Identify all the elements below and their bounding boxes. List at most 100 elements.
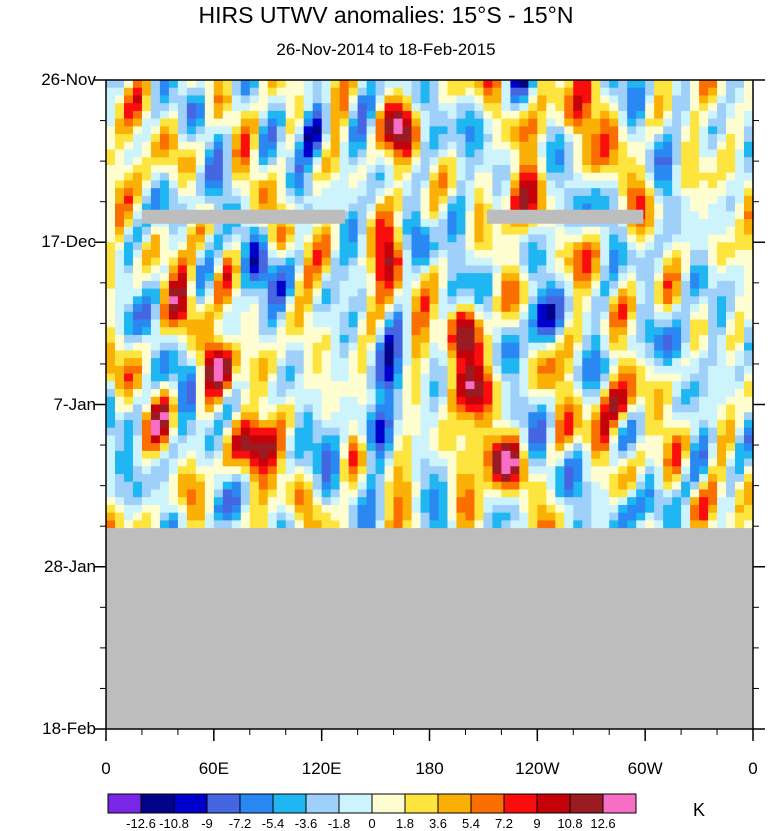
field-cell xyxy=(366,126,377,135)
field-cell xyxy=(690,249,700,259)
field-cell xyxy=(150,288,161,297)
field-cell xyxy=(573,350,583,359)
field-cell xyxy=(744,211,754,220)
field-cell xyxy=(267,520,278,529)
field-cell xyxy=(357,497,368,506)
field-cell xyxy=(591,141,601,151)
field-cell xyxy=(681,95,691,104)
field-cell xyxy=(744,466,754,475)
field-cell xyxy=(267,172,278,182)
field-cell xyxy=(357,118,368,127)
field-cell xyxy=(159,288,170,297)
field-cell xyxy=(312,273,323,282)
field-cell xyxy=(672,512,682,521)
field-cell xyxy=(591,450,601,460)
field-cell xyxy=(465,280,476,290)
field-cell xyxy=(276,373,287,382)
field-cell xyxy=(393,358,404,367)
field-cell xyxy=(537,95,547,104)
field-cell xyxy=(195,474,206,483)
field-cell xyxy=(321,396,332,406)
field-cell xyxy=(312,412,323,421)
field-cell xyxy=(699,296,709,305)
field-cell xyxy=(708,164,718,174)
field-cell xyxy=(411,242,422,251)
field-cell xyxy=(366,280,377,290)
field-cell xyxy=(195,389,206,398)
field-cell xyxy=(591,319,601,328)
field-cell xyxy=(699,327,709,336)
field-cell xyxy=(519,157,529,166)
field-cell xyxy=(186,265,197,274)
x-tick-label: 180 xyxy=(415,759,444,778)
field-cell xyxy=(276,466,287,475)
field-cell xyxy=(645,435,655,444)
field-cell xyxy=(330,249,341,259)
field-cell xyxy=(573,450,583,460)
field-cell xyxy=(123,87,134,97)
field-cell xyxy=(285,396,296,406)
field-cell xyxy=(114,435,125,444)
field-cell xyxy=(618,419,628,429)
field-cell xyxy=(357,304,368,313)
field-cell xyxy=(438,365,449,375)
field-cell xyxy=(510,404,520,413)
field-cell xyxy=(645,504,655,514)
field-cell xyxy=(213,497,224,506)
field-cell xyxy=(213,203,224,212)
field-cell xyxy=(231,311,242,321)
field-cell xyxy=(618,474,628,483)
field-cell xyxy=(681,180,691,189)
field-cell xyxy=(303,365,314,375)
field-cell xyxy=(159,103,170,112)
field-cell xyxy=(654,342,664,352)
field-cell xyxy=(582,450,592,460)
field-cell xyxy=(690,211,700,220)
field-cell xyxy=(627,157,637,166)
field-cell xyxy=(690,134,700,143)
field-cell xyxy=(330,265,341,274)
missing-data-strip xyxy=(487,209,644,224)
field-cell xyxy=(294,474,305,483)
field-cell xyxy=(258,466,269,475)
field-cell xyxy=(690,149,700,158)
field-cell xyxy=(528,419,538,429)
field-cell xyxy=(573,412,583,421)
field-cell xyxy=(195,242,206,251)
field-cell xyxy=(303,327,314,336)
field-cell xyxy=(699,211,709,220)
field-cell xyxy=(456,304,467,313)
field-cell xyxy=(132,288,143,297)
field-cell xyxy=(465,273,476,282)
field-cell xyxy=(672,126,682,135)
field-cell xyxy=(357,195,368,205)
field-cell xyxy=(339,257,350,267)
field-cell xyxy=(141,87,152,97)
field-cell xyxy=(618,126,628,135)
field-cell xyxy=(690,110,700,120)
field-cell xyxy=(114,497,125,506)
field-cell xyxy=(339,304,350,313)
field-cell xyxy=(204,504,215,514)
field-cell xyxy=(618,373,628,382)
field-cell xyxy=(645,134,655,143)
field-cell xyxy=(303,188,314,197)
field-cell xyxy=(312,497,323,506)
field-cell xyxy=(321,450,332,460)
field-cell xyxy=(204,365,215,375)
field-cell xyxy=(267,474,278,483)
field-cell xyxy=(573,172,583,182)
field-cell xyxy=(348,180,359,189)
field-cell xyxy=(573,87,583,97)
field-cell xyxy=(294,342,305,352)
field-cell xyxy=(114,265,125,274)
field-cell xyxy=(375,118,386,127)
field-cell xyxy=(168,80,179,89)
field-cell xyxy=(447,110,458,120)
field-cell xyxy=(168,350,179,359)
field-cell xyxy=(384,404,395,413)
field-cell xyxy=(375,396,386,406)
field-cell xyxy=(690,419,700,429)
field-cell xyxy=(609,458,619,467)
field-cell xyxy=(564,497,574,506)
